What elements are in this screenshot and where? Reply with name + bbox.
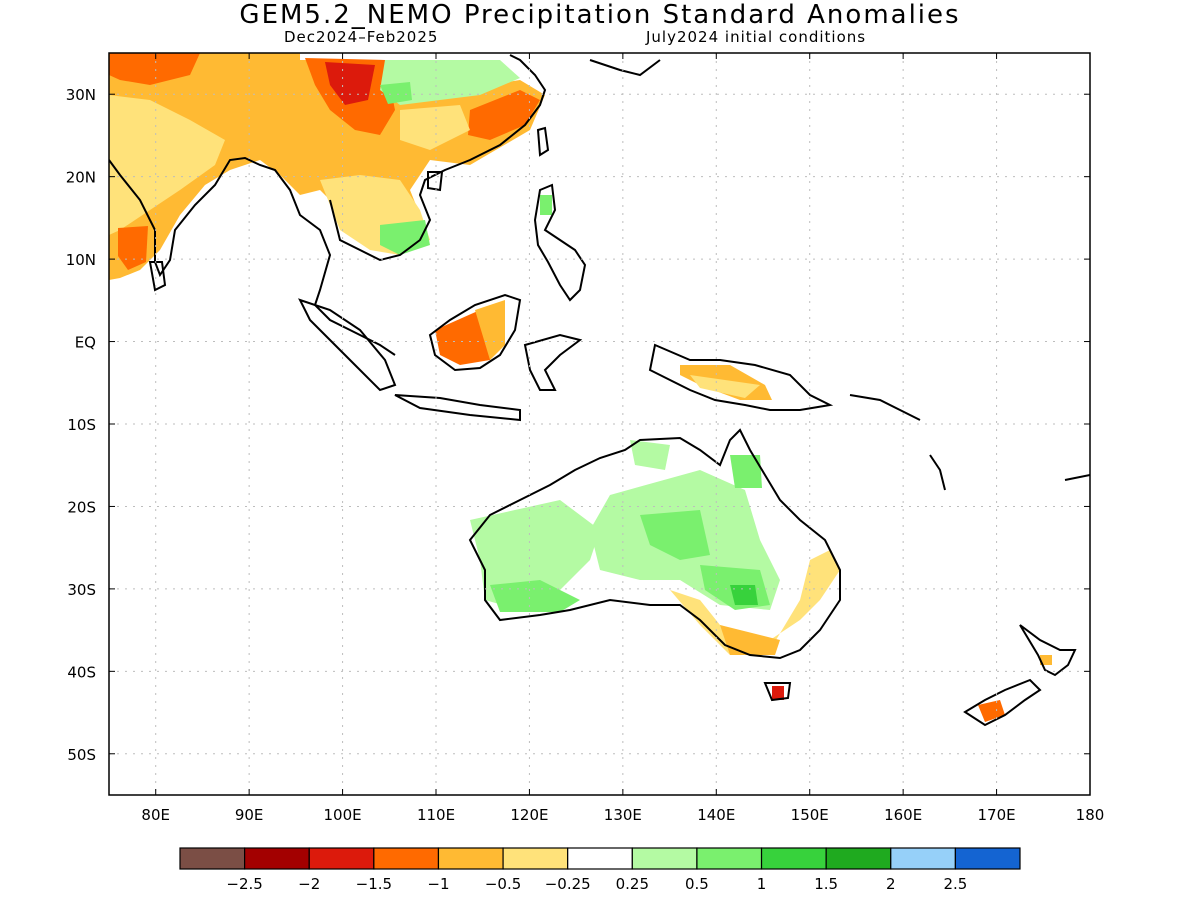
colorbar-label: −0.25 bbox=[545, 875, 591, 893]
lon-label: 160E bbox=[884, 806, 922, 824]
lon-label: 120E bbox=[510, 806, 548, 824]
lon-label: 100E bbox=[324, 806, 362, 824]
anomaly-wet-australia-deep bbox=[730, 585, 758, 605]
anomaly-mid-dry-australia-se bbox=[720, 625, 780, 655]
colorbar-swatch bbox=[373, 847, 440, 870]
lat-label: 20N bbox=[66, 169, 96, 187]
anomaly-wet-australia-top bbox=[630, 440, 670, 470]
lat-label: 10N bbox=[66, 251, 96, 269]
lon-label: 110E bbox=[417, 806, 455, 824]
coastline-solomon-islands bbox=[849, 394, 921, 421]
colorbar-swatch bbox=[308, 847, 375, 870]
colorbar-label: −2 bbox=[298, 875, 320, 893]
coastline-nz-north bbox=[1019, 624, 1077, 677]
anomaly-wet-china-core bbox=[380, 82, 412, 104]
anomaly-pale-new-guinea bbox=[690, 375, 760, 398]
anomaly-neutral-china bbox=[400, 105, 470, 150]
coastline-fiji bbox=[1064, 474, 1090, 481]
coastline-philippines bbox=[533, 183, 587, 302]
coastline-sumatra bbox=[298, 298, 397, 392]
colorbar-label: −2.5 bbox=[226, 875, 262, 893]
anomaly-wet-philippines bbox=[540, 195, 552, 215]
lon-label: 180 bbox=[1076, 806, 1105, 824]
coastline-java bbox=[394, 394, 521, 422]
colorbar-label: 0.25 bbox=[616, 875, 649, 893]
lon-label: 140E bbox=[697, 806, 735, 824]
map-title: GEM5.2_NEMO Precipitation Standard Anoma… bbox=[239, 0, 961, 30]
colorbar-label: 2 bbox=[886, 875, 896, 893]
lon-label: 130E bbox=[604, 806, 642, 824]
anomaly-wet-australia-southwest bbox=[490, 580, 580, 612]
anomaly-strong-dry-east-china bbox=[468, 90, 540, 140]
coastline-hainan bbox=[427, 171, 444, 192]
coastline-sri-lanka bbox=[148, 261, 167, 292]
coastline-australia bbox=[468, 428, 841, 660]
forecast-period: Dec2024–Feb2025 bbox=[284, 28, 439, 46]
anomaly-wet-china-north bbox=[380, 60, 520, 105]
colorbar-swatch bbox=[760, 847, 827, 870]
colorbar-label: 2.5 bbox=[943, 875, 967, 893]
colorbar-swatch bbox=[502, 847, 569, 870]
lon-label: 150E bbox=[791, 806, 829, 824]
colorbar-label: 1.5 bbox=[814, 875, 838, 893]
anomaly-wet-australia-west bbox=[470, 500, 600, 610]
anomaly-pale-india bbox=[109, 95, 225, 235]
colorbar-swatch bbox=[437, 847, 504, 870]
coastline-vanuatu bbox=[929, 454, 946, 491]
lat-label: EQ bbox=[75, 334, 96, 352]
colorbar-label: −1 bbox=[427, 875, 449, 893]
anomaly-pale-borneo bbox=[475, 300, 505, 360]
anomaly-severe-dry-tibet bbox=[325, 62, 375, 105]
coastline-sulawesi bbox=[523, 333, 583, 391]
anomaly-dry-tasmania bbox=[772, 686, 784, 700]
colorbar-swatch bbox=[954, 847, 1021, 870]
lon-label: 170E bbox=[978, 806, 1016, 824]
longitude-labels: 80E 90E 100E 110E 120E 130E 140E 150E 160E 170E 18… bbox=[141, 806, 1104, 824]
lat-label: 40S bbox=[67, 663, 96, 681]
anomaly-wet-indochina bbox=[380, 220, 430, 255]
coastline-borneo bbox=[428, 293, 522, 372]
colorbar-swatch bbox=[179, 847, 246, 870]
coastline-japan bbox=[589, 59, 661, 77]
colorbar-label: −0.5 bbox=[485, 875, 521, 893]
lon-label: 80E bbox=[141, 806, 170, 824]
initial-conditions: July2024 initial conditions bbox=[646, 28, 867, 46]
anomaly-dry-australia-se bbox=[670, 550, 840, 655]
coastline-east-asia bbox=[329, 54, 547, 262]
anomaly-field bbox=[109, 53, 1052, 722]
anomaly-wet-australia-north bbox=[730, 455, 762, 488]
colorbar-swatch bbox=[567, 847, 633, 870]
latitude-labels: 30N 20N 10N EQ 10S 20S 30S 40S 50S bbox=[66, 86, 96, 764]
coastlines bbox=[109, 54, 1090, 727]
graticule bbox=[109, 53, 1090, 795]
anomaly-dry-india-tip bbox=[109, 53, 200, 85]
colorbar-swatch bbox=[890, 847, 956, 870]
colorbar-swatch bbox=[244, 847, 310, 870]
colorbar-swatch bbox=[825, 847, 892, 870]
coastline-new-guinea bbox=[648, 343, 834, 411]
lat-label: 30S bbox=[67, 581, 96, 599]
lat-label: 10S bbox=[67, 416, 96, 434]
coastline-taiwan bbox=[536, 126, 550, 157]
lon-label: 90E bbox=[235, 806, 264, 824]
coastline-india bbox=[109, 156, 396, 356]
anomaly-dry-nz-south bbox=[978, 700, 1005, 722]
anomaly-pale-nz-north bbox=[1040, 655, 1052, 665]
lat-label: 30N bbox=[66, 86, 96, 104]
colorbar-label: −1.5 bbox=[356, 875, 392, 893]
map-tick-marks bbox=[109, 53, 1091, 795]
colorbar-labels: −2.5 −2 −1.5 −1 −0.5 −0.25 0.25 0.5 1 1.5 2 2.5 bbox=[226, 875, 967, 893]
colorbar-label: 1 bbox=[757, 875, 767, 893]
lat-label: 20S bbox=[67, 498, 96, 516]
anomaly-wet-australia-core bbox=[640, 510, 710, 560]
coastline-tasmania bbox=[763, 682, 792, 702]
colorbar bbox=[179, 847, 1021, 870]
coastline-nz-south bbox=[963, 678, 1042, 727]
colorbar-swatch bbox=[696, 847, 763, 870]
lat-label: 50S bbox=[67, 746, 96, 764]
colorbar-label: 0.5 bbox=[685, 875, 709, 893]
colorbar-swatch bbox=[631, 847, 698, 870]
